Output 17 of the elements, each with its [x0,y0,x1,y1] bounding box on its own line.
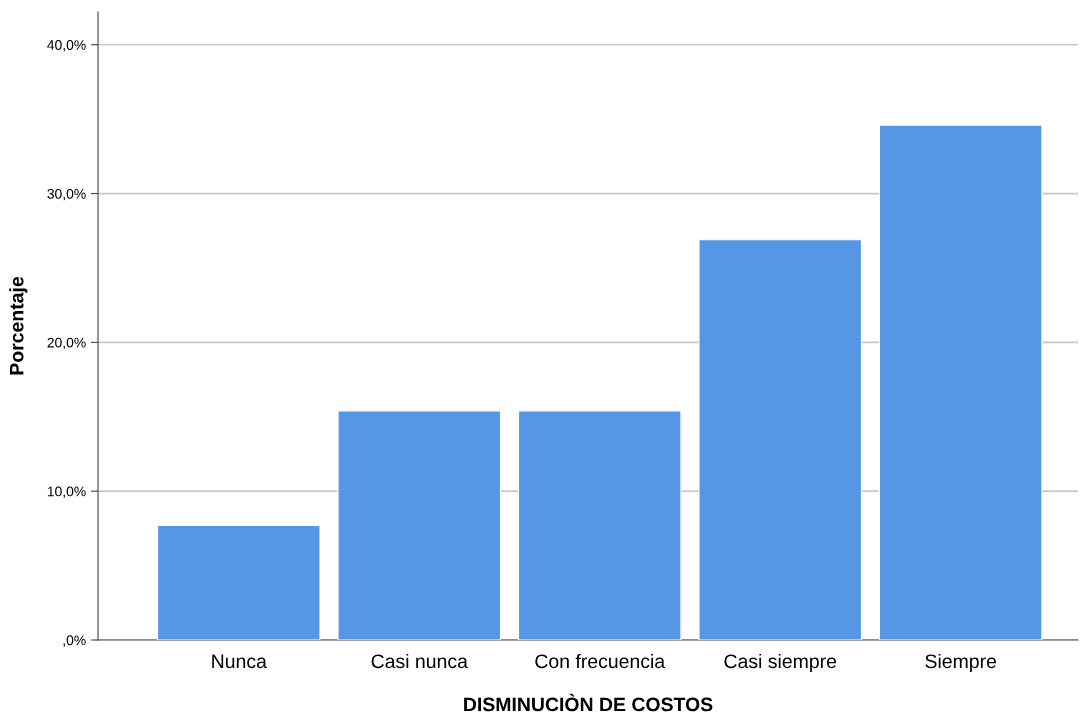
y-tick-label: 10,0% [47,486,86,498]
x-tick-label: Con frecuencia [535,653,666,669]
bar [337,410,502,640]
bar [517,410,682,640]
bar [878,124,1043,640]
y-tick-label: 20,0% [47,337,86,350]
y-tick-label: 30,0% [47,188,86,201]
bar [698,239,862,640]
bar [157,524,321,640]
x-axis-title: DISMINUCIÒN DE COSTOS [464,693,713,712]
x-tick-label: Casi nunca [371,653,468,669]
x-tick-label: Casi siempre [724,653,837,673]
y-axis-title: Porcentaje [9,276,28,375]
x-tick-label: Nunca [212,654,267,669]
y-tick-label: ,0% [63,635,86,647]
x-tick-label: Siempre [925,653,997,673]
y-tick-label: 40,0% [47,40,86,52]
